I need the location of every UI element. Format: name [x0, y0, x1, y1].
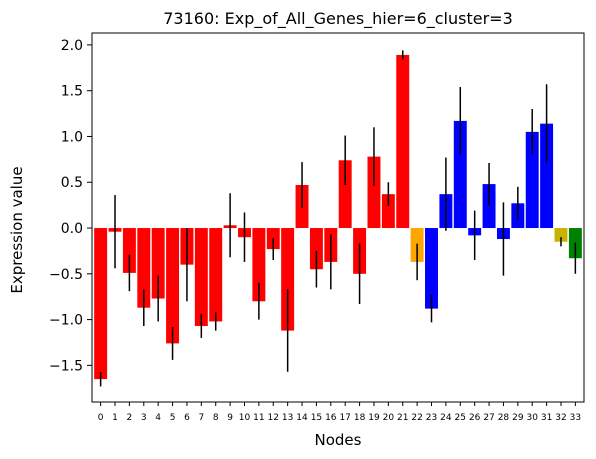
x-axis-label: Nodes: [315, 431, 362, 449]
bar-node-3: [137, 228, 151, 308]
bar-node-8: [209, 228, 223, 322]
bar-node-4: [151, 228, 165, 299]
bar-node-15: [309, 228, 323, 270]
x-tick-label: 33: [570, 413, 581, 423]
error-bars-layer: [99, 50, 577, 387]
x-tick-label: 3: [141, 413, 147, 423]
bar-node-23: [425, 228, 438, 309]
bar-node-20: [381, 194, 395, 229]
y-tick-label: 0.5: [61, 175, 83, 191]
x-tick-label: 9: [227, 413, 233, 423]
x-tick-label: 0: [98, 413, 104, 423]
x-tick-label: 17: [339, 413, 350, 423]
y-tick-label: 1.5: [61, 84, 83, 100]
bar-node-11: [252, 228, 266, 302]
x-tick-label: 2: [127, 413, 133, 423]
y-tick-label: −0.5: [49, 267, 83, 283]
x-tick-label: 30: [526, 413, 538, 423]
y-tick-label: 0.0: [61, 221, 83, 237]
plot-area-frame: [91, 32, 585, 403]
x-tick-label: 1: [112, 413, 118, 423]
x-tick-label: 8: [213, 413, 219, 423]
bar-node-32: [554, 228, 568, 242]
x-tick-label: 15: [311, 413, 322, 423]
x-tick-label: 11: [253, 413, 264, 423]
bar-node-0: [94, 228, 108, 380]
x-tick-label: 6: [184, 413, 190, 423]
bars-layer: [94, 54, 582, 380]
bar-node-5: [166, 228, 180, 344]
x-tick-label: 32: [555, 413, 566, 423]
y-tick-label: 1.0: [61, 129, 83, 145]
x-tick-label: 7: [198, 413, 204, 423]
x-axis-ticks: 0 1 2 3 4 5 6 7 8 9 10 11 12 13 14 15 16 17 18 19 20 21 22 23 24…: [98, 402, 581, 423]
y-tick-label: 2.0: [61, 38, 83, 54]
x-tick-label: 22: [411, 413, 422, 423]
bar-node-13: [281, 228, 295, 331]
x-tick-label: 28: [498, 413, 510, 423]
bar-node-19: [367, 156, 381, 229]
bar-node-7: [194, 228, 208, 327]
bar-node-2: [122, 228, 136, 273]
x-tick-label: 16: [325, 413, 337, 423]
y-axis-label: Expression value: [8, 166, 26, 293]
x-tick-label: 21: [397, 413, 408, 423]
x-tick-label: 13: [282, 413, 293, 423]
bar-node-21: [396, 54, 410, 229]
x-tick-label: 12: [268, 413, 279, 423]
bar-node-25: [453, 120, 467, 229]
bar-node-31: [540, 123, 554, 229]
y-axis-ticks: −1.5 −1.0 −0.5 0.0 0.5 1.0 1.5 2.0: [49, 38, 92, 374]
x-tick-label: 5: [170, 413, 176, 423]
x-tick-label: 19: [368, 413, 380, 423]
x-tick-label: 14: [296, 413, 308, 423]
x-tick-label: 10: [239, 413, 251, 423]
x-tick-label: 27: [483, 413, 494, 423]
bar-node-17: [338, 160, 352, 229]
x-tick-label: 24: [440, 413, 452, 423]
x-tick-label: 29: [512, 413, 524, 423]
bar-node-30: [525, 131, 539, 229]
x-tick-label: 18: [354, 413, 366, 423]
x-tick-label: 20: [383, 413, 395, 423]
x-tick-label: 23: [426, 413, 437, 423]
x-tick-label: 25: [455, 413, 466, 423]
x-tick-label: 26: [469, 413, 481, 423]
bar-node-27: [482, 184, 496, 229]
y-tick-label: −1.0: [49, 313, 83, 329]
chart-title: 73160: Exp_of_All_Genes_hier=6_cluster=3: [163, 9, 513, 29]
y-tick-label: −1.5: [49, 358, 83, 374]
x-tick-label: 4: [155, 413, 161, 423]
x-tick-label: 31: [541, 413, 552, 423]
